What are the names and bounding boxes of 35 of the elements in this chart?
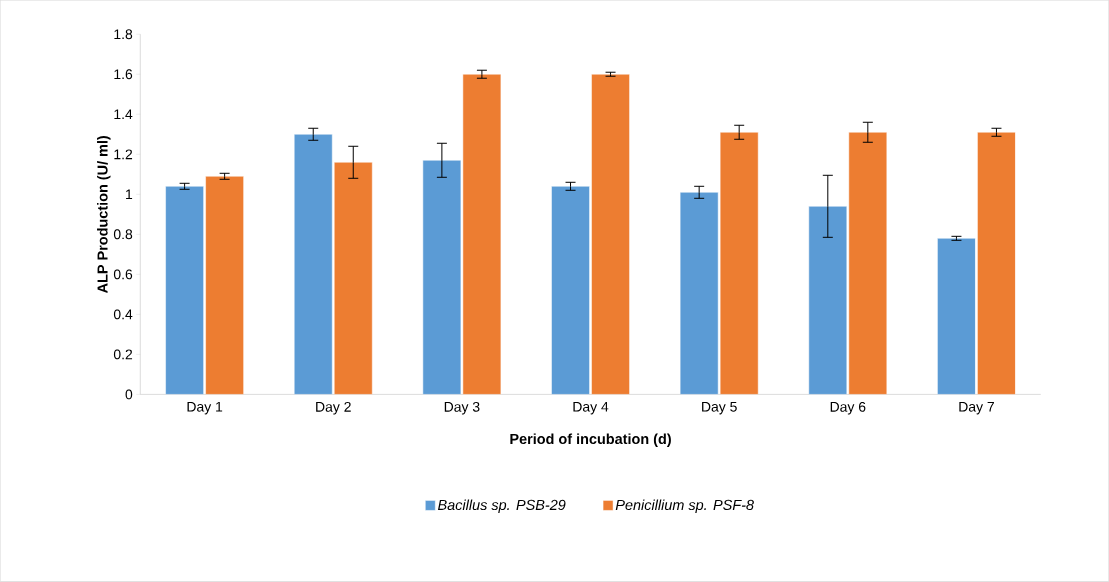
- y-tick-label: 1.6: [114, 69, 133, 80]
- x-tick-label: Day 7: [959, 402, 994, 415]
- x-tick-label: Day 3: [444, 402, 480, 415]
- y-tick-label: 0.6: [113, 269, 133, 280]
- y-tick-label: 0.8: [113, 229, 133, 240]
- bar: [551, 186, 590, 395]
- bar: [591, 74, 630, 395]
- y-tick-label: 1.8: [114, 29, 133, 40]
- y-tick-label: 0: [125, 389, 133, 400]
- bar: [977, 132, 1016, 395]
- x-tick-label: Day 6: [830, 402, 866, 415]
- bar: [293, 134, 333, 395]
- x-axis-title: Period of incubation (d): [510, 433, 671, 448]
- x-tick-label: Day 1: [187, 402, 223, 415]
- y-axis-title: ALP Production (U/ ml): [97, 136, 111, 294]
- x-tick-label: Day 5: [702, 402, 737, 415]
- bar: [719, 132, 759, 395]
- bar: [422, 160, 462, 395]
- bar: [848, 132, 888, 395]
- y-tick-label: 0.4: [113, 309, 133, 320]
- y-tick-label: 1.2: [114, 149, 133, 160]
- bar: [679, 192, 719, 395]
- y-tick-label: 0.2: [113, 349, 133, 360]
- bar: [462, 74, 502, 395]
- bar: [205, 176, 244, 395]
- bar: [333, 162, 373, 395]
- bar: [808, 206, 848, 395]
- y-tick-label: 1.4: [114, 109, 133, 120]
- legend-label: Bacillus sp. PSB-29: [437, 499, 566, 514]
- bar: [937, 238, 976, 395]
- x-tick-label: Day 2: [316, 402, 351, 415]
- x-tick-label: Day 4: [573, 402, 609, 415]
- bar: [165, 186, 204, 395]
- y-tick-label: 1: [126, 189, 133, 200]
- legend-label: Penicillium sp. PSF-8: [615, 499, 754, 514]
